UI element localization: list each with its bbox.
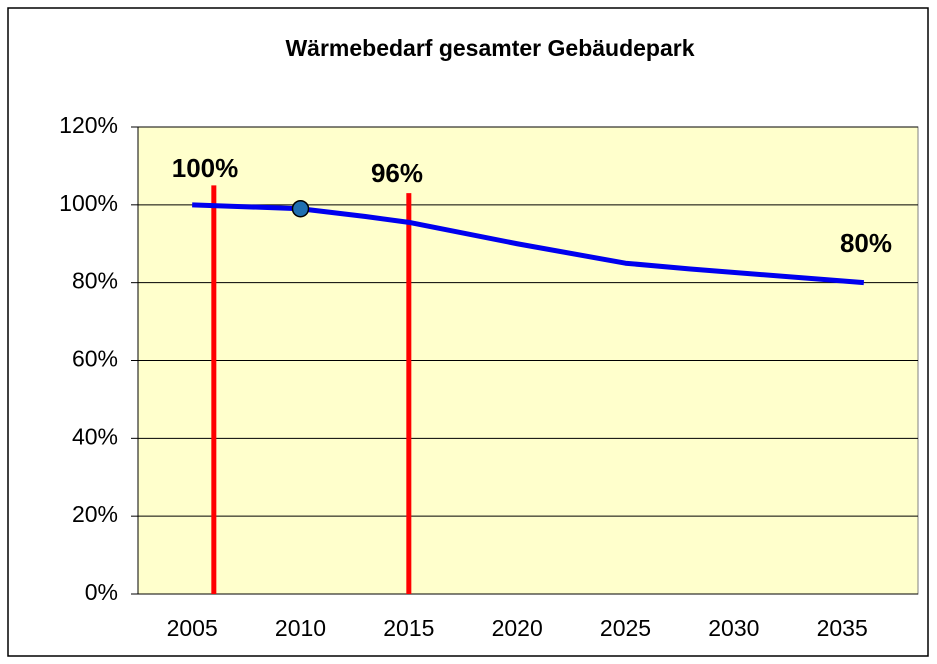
y-tick-label: 60% bbox=[72, 346, 118, 372]
x-tick-label: 2020 bbox=[492, 615, 543, 641]
y-tick-label: 120% bbox=[59, 112, 118, 138]
x-tick-label: 2025 bbox=[600, 615, 651, 641]
x-tick-label: 2010 bbox=[275, 615, 326, 641]
y-tick-label: 40% bbox=[72, 423, 118, 449]
chart-title: Wärmebedarf gesamter Gebäudepark bbox=[285, 35, 694, 61]
annotation: 96% bbox=[371, 158, 423, 188]
highlight-point bbox=[291, 199, 310, 218]
x-tick-label: 2030 bbox=[708, 615, 759, 641]
y-tick-label: 0% bbox=[85, 579, 118, 605]
x-tick-label: 2015 bbox=[383, 615, 434, 641]
annotation: 100% bbox=[172, 153, 239, 183]
x-tick-label: 2005 bbox=[167, 615, 218, 641]
y-tick-label: 100% bbox=[59, 190, 118, 216]
annotation: 80% bbox=[840, 228, 892, 258]
y-tick-label: 20% bbox=[72, 501, 118, 527]
data-line bbox=[192, 202, 865, 286]
x-tick-label: 2035 bbox=[817, 615, 868, 641]
y-tick-label: 80% bbox=[72, 268, 118, 294]
